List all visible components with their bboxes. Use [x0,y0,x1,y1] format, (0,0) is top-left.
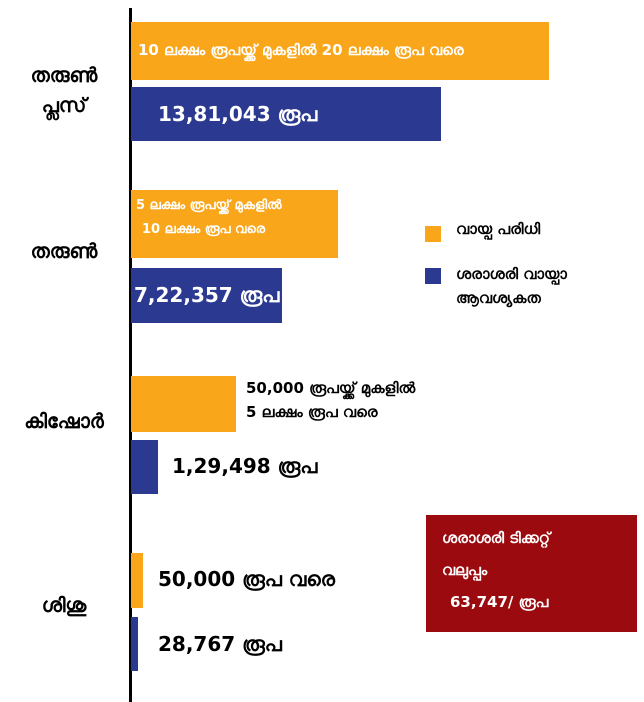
average-bar [131,268,282,323]
label-line: തരുൺ [30,63,98,87]
label-line: പ്ലസ് [41,93,87,117]
callout-line: ശരാശരി ടിക്കറ്റ് [442,529,550,547]
range-bar [131,190,338,258]
range-text: 10 ലക്ഷം രൂപ വരെ [142,222,266,237]
legend-swatch [425,268,441,284]
legend-line: ആവശ്യകത [456,289,541,307]
callout-box: ശരാശരി ടിക്കറ്റ് വലുപ്പം 63,747/ രൂപ [426,515,637,632]
range-text: 50,000 രൂപയ്ക്ക് മുകളിൽ [246,379,416,397]
average-text: 28,767 രൂപ [158,632,282,656]
range-bar [131,553,143,608]
average-text: 1,29,498 രൂപ [172,454,318,478]
range-text: 50,000 രൂപ വരെ [158,567,335,591]
average-bar [131,440,158,494]
range-text: 10 ലക്ഷം രൂപയ്ക്ക് മുകളിൽ 20 ലക്ഷം രൂപ വ… [138,41,464,59]
axis-line [129,8,132,702]
average-text: 7,22,357 രൂപ [134,283,280,307]
range-text: 5 ലക്ഷം രൂപ വരെ [246,403,378,421]
label-line: കിഷോർ [24,409,104,433]
row-label: തരുൺ [4,236,124,266]
callout-line: 63,747/ രൂപ [450,593,549,611]
label-line: തരുൺ [30,239,98,263]
callout-line: വലുപ്പം [442,561,488,579]
row-label: കിഷോർ [4,406,124,436]
range-bar [131,22,549,80]
row-label: തരുൺ പ്ലസ് [4,60,124,120]
range-text: 5 ലക്ഷം രൂപയ്ക്ക് മുകളിൽ [136,198,282,213]
legend-label: ശരാശരി വായ്പാ ആവശ്യകത [456,262,567,310]
average-bar [131,87,441,141]
legend-line: ശരാശരി വായ്പാ [456,265,567,283]
average-text: 13,81,043 രൂപ [158,102,318,126]
legend-swatch [425,226,441,242]
row-label: ശിശു [4,590,124,620]
average-bar [131,617,138,671]
range-bar [131,376,236,432]
label-line: ശിശു [41,593,87,617]
legend-label: വായ്പ പരിധി [456,220,541,238]
